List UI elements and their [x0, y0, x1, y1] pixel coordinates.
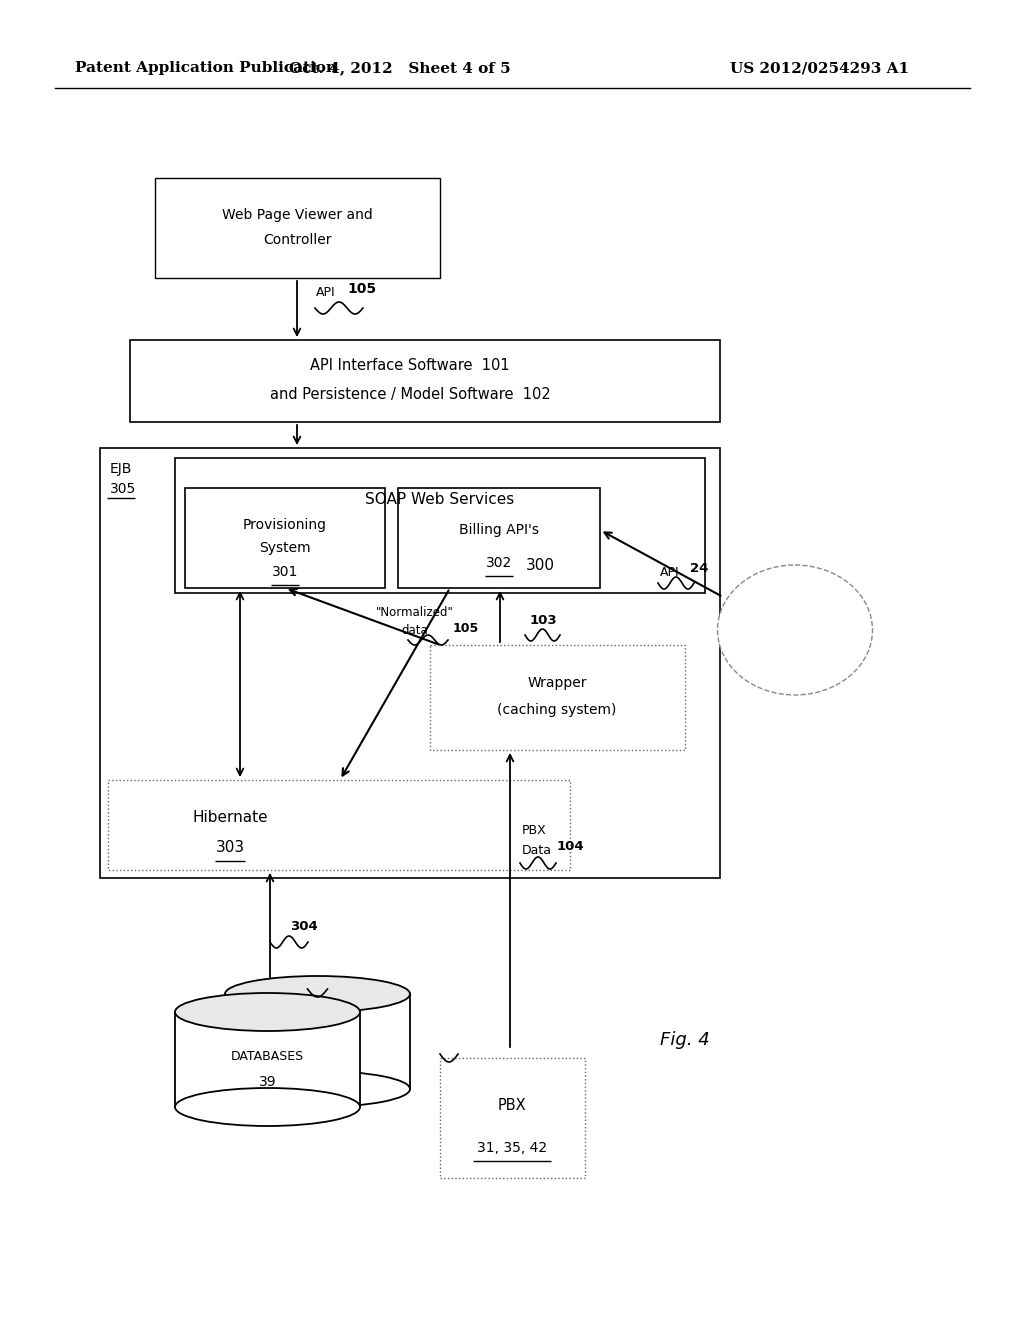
FancyBboxPatch shape — [185, 488, 385, 587]
Text: 23: 23 — [786, 653, 804, 667]
Text: 105: 105 — [347, 282, 376, 296]
Text: 302: 302 — [485, 556, 512, 570]
Text: API: API — [316, 286, 336, 300]
Text: "Normalized": "Normalized" — [376, 606, 454, 619]
Text: 31, 35, 42: 31, 35, 42 — [477, 1140, 547, 1155]
Text: External: External — [766, 603, 824, 616]
Text: PBX: PBX — [498, 1097, 526, 1113]
FancyBboxPatch shape — [175, 1012, 360, 1107]
Text: SOAP Web Services: SOAP Web Services — [366, 492, 515, 507]
Text: API: API — [660, 566, 680, 579]
Text: Fig. 4: Fig. 4 — [660, 1031, 710, 1049]
Ellipse shape — [175, 993, 360, 1031]
Text: Billing API's: Billing API's — [459, 523, 539, 537]
Text: (caching system): (caching system) — [498, 704, 616, 717]
Ellipse shape — [225, 975, 410, 1012]
FancyBboxPatch shape — [430, 645, 685, 750]
Text: 300: 300 — [525, 557, 555, 573]
Text: 304: 304 — [290, 920, 317, 933]
Text: Wrapper: Wrapper — [527, 676, 587, 690]
Text: 105: 105 — [453, 622, 479, 635]
FancyBboxPatch shape — [175, 458, 705, 593]
Text: 39: 39 — [259, 1074, 276, 1089]
FancyBboxPatch shape — [398, 488, 600, 587]
Text: Hibernate: Hibernate — [193, 809, 268, 825]
Text: 104: 104 — [557, 841, 585, 854]
Text: EJB: EJB — [110, 462, 132, 477]
Ellipse shape — [718, 565, 872, 696]
Text: System: System — [259, 541, 311, 554]
Text: Web Page Viewer and: Web Page Viewer and — [221, 209, 373, 222]
Text: API Interface Software  101: API Interface Software 101 — [310, 358, 510, 372]
FancyBboxPatch shape — [440, 1059, 585, 1177]
Text: Oct. 4, 2012   Sheet 4 of 5: Oct. 4, 2012 Sheet 4 of 5 — [289, 61, 511, 75]
FancyBboxPatch shape — [155, 178, 440, 279]
Text: Data: Data — [522, 843, 552, 857]
Text: 103: 103 — [530, 614, 558, 627]
Text: DATABASES: DATABASES — [231, 1051, 304, 1064]
Ellipse shape — [225, 1071, 410, 1107]
Text: data: data — [401, 623, 428, 636]
Text: US 2012/0254293 A1: US 2012/0254293 A1 — [730, 61, 909, 75]
Text: 24: 24 — [690, 562, 709, 576]
Text: and Persistence / Model Software  102: and Persistence / Model Software 102 — [269, 388, 550, 403]
FancyBboxPatch shape — [130, 341, 720, 422]
FancyBboxPatch shape — [108, 780, 570, 870]
FancyBboxPatch shape — [100, 447, 720, 878]
Text: Controller: Controller — [263, 234, 331, 247]
Text: Apps: Apps — [778, 628, 812, 642]
Text: 305: 305 — [110, 482, 136, 496]
Text: Provisioning: Provisioning — [243, 517, 327, 532]
Text: 301: 301 — [271, 565, 298, 579]
Text: PBX: PBX — [522, 824, 547, 837]
Text: Patent Application Publication: Patent Application Publication — [75, 61, 337, 75]
Text: 303: 303 — [215, 841, 245, 855]
Ellipse shape — [175, 1088, 360, 1126]
FancyBboxPatch shape — [225, 994, 410, 1089]
